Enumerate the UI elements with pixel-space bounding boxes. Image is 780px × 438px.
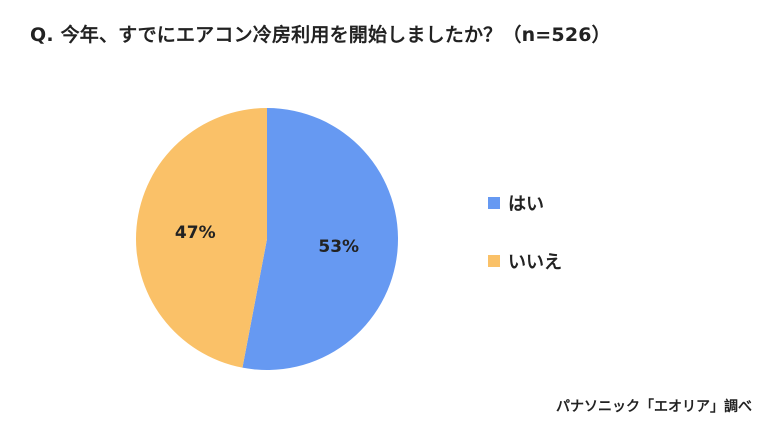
chart-title: Q. 今年、すでにエアコン冷房利用を開始しましたか？（n=526） xyxy=(30,24,611,46)
legend: はい いいえ xyxy=(488,190,562,306)
pie-label-yes: 53% xyxy=(318,237,359,257)
pie-label-no: 47% xyxy=(175,223,216,243)
pie-slice-yes xyxy=(242,108,398,370)
legend-item-yes: はい xyxy=(488,190,562,216)
legend-swatch-no xyxy=(488,255,500,267)
pie-slice-no xyxy=(135,108,267,368)
legend-label-yes: はい xyxy=(508,194,544,215)
legend-item-no: いいえ xyxy=(488,248,562,274)
source-note: パナソニック「エオリア」調べ xyxy=(556,399,752,415)
legend-swatch-yes xyxy=(488,197,500,209)
legend-label-no: いいえ xyxy=(508,252,562,273)
